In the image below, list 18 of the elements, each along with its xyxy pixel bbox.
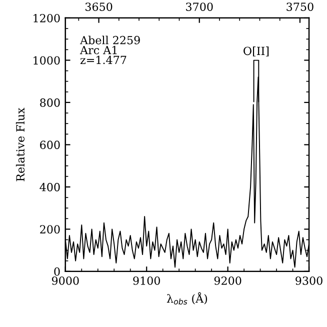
- annotation: Abell 2259 Arc A1 z=1.477: [80, 36, 140, 64]
- y-tick-label: 400: [40, 182, 60, 192]
- y-tick-label: 800: [40, 98, 60, 107]
- y-tick-label: 0: [54, 267, 60, 276]
- y-tick-label: 1000: [34, 56, 60, 65]
- y-tick-label: 1200: [34, 14, 60, 22]
- x2-tick-label: 3750: [286, 2, 314, 11]
- annotation: O[II]: [244, 46, 269, 56]
- y-tick-label: 600: [40, 140, 60, 150]
- y-axis-title: Relative Flux: [16, 108, 25, 182]
- x-tick-label: 9200: [214, 276, 242, 285]
- x2-tick-label: 3650: [86, 2, 112, 11]
- x-tick-label: 9100: [133, 276, 160, 285]
- x-axis-title: λ$_{obs}$ (Å): [166, 292, 208, 305]
- x-tick-label: 9300: [296, 276, 322, 285]
- x-tick-label: 9000: [52, 276, 79, 285]
- x2-tick-label: 3700: [186, 2, 213, 11]
- y-tick-label: 200: [40, 225, 60, 234]
